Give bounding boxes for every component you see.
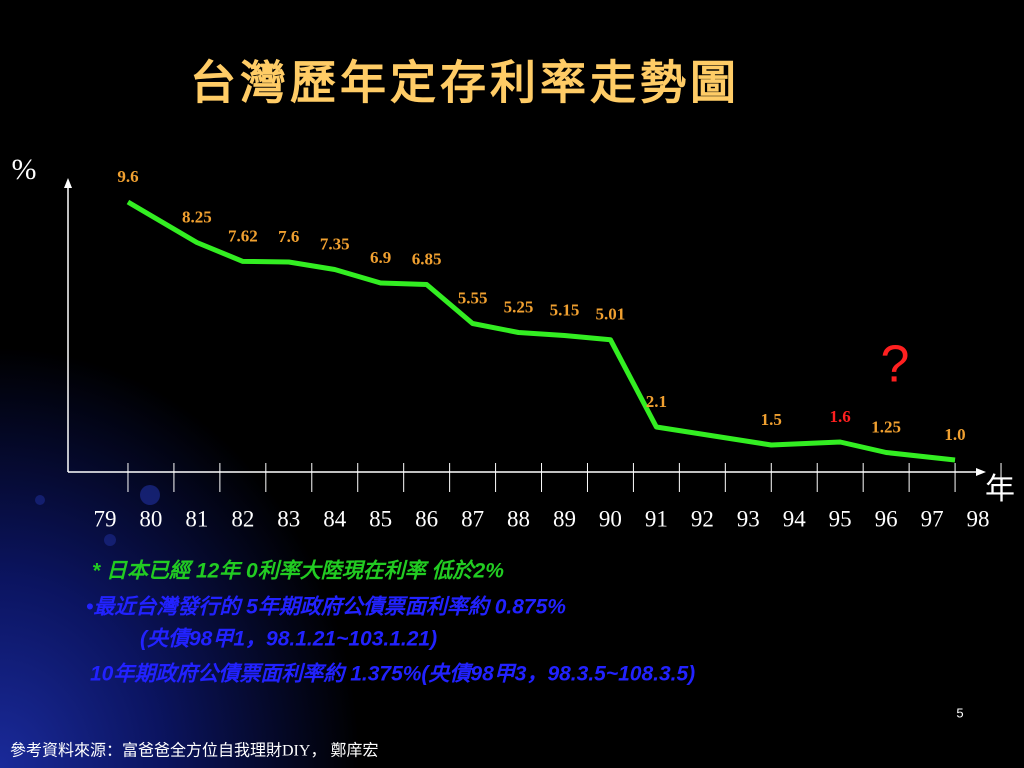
data-label: 9.6 [117,167,138,186]
data-label: 6.9 [370,248,391,267]
source: 參考資料來源：富爸爸全方位自我理財DIY， 鄭庠宏 [10,742,378,760]
x-tick-label: 81 [185,506,208,531]
data-label: 2.1 [646,392,667,411]
x-tick-label: 83 [277,506,300,531]
x-axis-label: 年 [985,473,1015,506]
x-tick-label: 93 [737,506,760,531]
x-tick-label: 91 [645,506,668,531]
data-label: 5.01 [596,305,626,324]
annotation: ? [881,336,910,394]
x-tick-label: 98 [967,506,990,531]
data-label: 1.0 [944,425,965,444]
decor [140,485,160,505]
data-label: 7.62 [228,226,258,245]
x-arrow [976,468,986,476]
note: •最近台灣發行的 5年期政府公債票面利率約 0.875% [86,595,566,619]
x-tick-label: 95 [829,506,852,531]
x-tick-label: 94 [783,506,807,531]
decor [35,495,45,505]
data-label: 5.25 [504,297,534,316]
decor [104,534,116,546]
x-tick-label: 90 [599,506,622,531]
x-tick-label: 96 [875,506,898,531]
x-tick-label: 87 [461,506,484,531]
x-tick-label: 79 [93,506,116,531]
page-number: 5 [956,705,963,720]
note: 10年期政府公債票面利率約 1.375%(央債98甲3，98.3.5~108.3… [90,662,695,686]
x-tick-label: 88 [507,506,530,531]
x-tick-label: 80 [139,506,162,531]
data-label: 5.15 [550,300,580,319]
data-label: 7.6 [278,227,299,246]
x-tick-label: 84 [323,506,347,531]
note: (央債98甲1，98.1.21~103.1.21) [140,627,437,651]
title: 台灣歷年定存利率走勢圖 [190,58,740,109]
data-label: 1.5 [761,410,782,429]
x-tick-label: 92 [691,506,714,531]
x-tick-label: 85 [369,506,392,531]
data-label: 6.85 [412,249,442,268]
y-arrow [64,178,72,188]
data-label: 1.6 [830,407,851,426]
y-axis-label: % [12,153,37,186]
x-tick-label: 86 [415,506,438,531]
note: * 日本已經 12年 0利率大陸現在利率 低於2% [92,559,504,583]
data-label: 1.25 [871,417,901,436]
data-label: 5.55 [458,288,488,307]
x-tick-label: 82 [231,506,254,531]
x-tick-label: 97 [921,506,944,531]
line [126,199,956,463]
data-label: 7.35 [320,234,350,253]
x-tick-label: 89 [553,506,576,531]
data-label: 8.25 [182,207,212,226]
